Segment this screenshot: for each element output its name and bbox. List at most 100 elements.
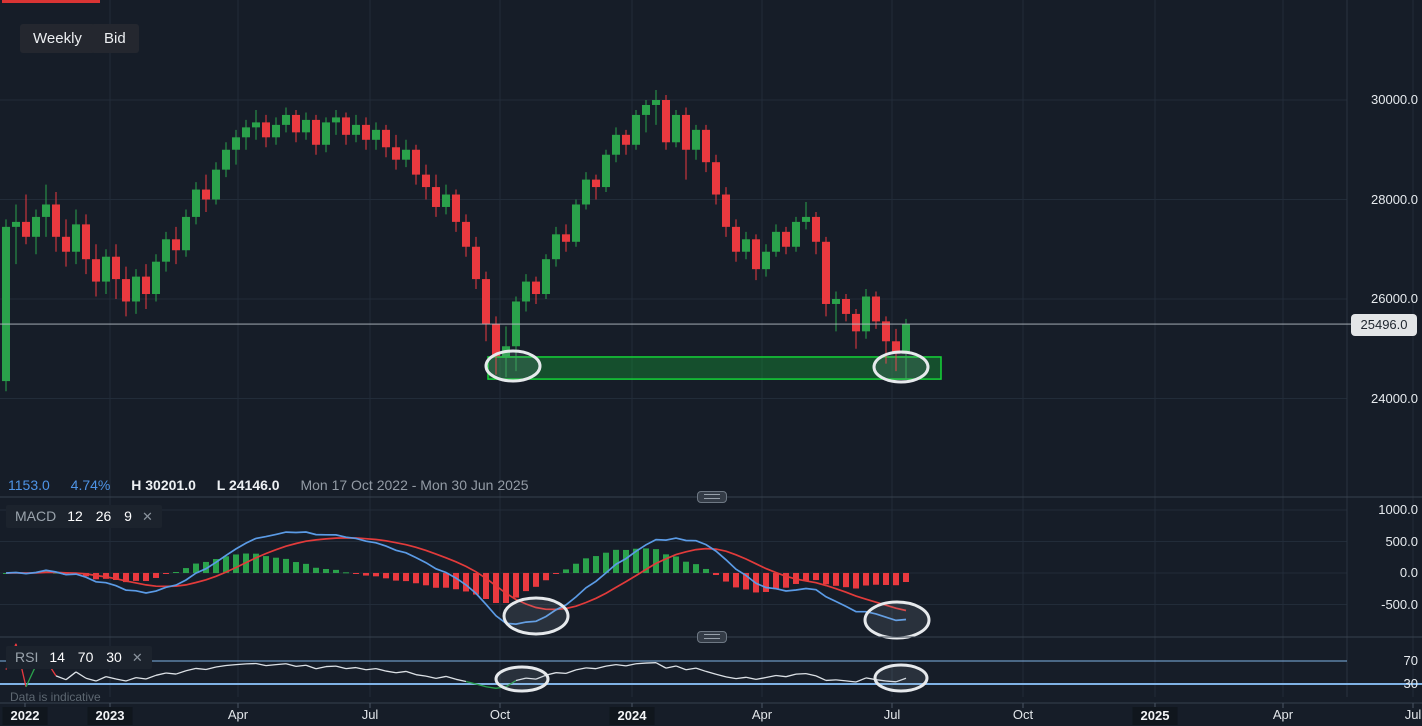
macd-signal-line [5, 537, 907, 612]
rsi-line-segment [685, 667, 697, 671]
macd-histogram-bar [473, 573, 479, 595]
candle-body [852, 313, 860, 332]
time-axis-label: Apr [1272, 707, 1294, 722]
rsi-line-segment [195, 667, 207, 671]
macd-histogram-bar [253, 553, 259, 573]
macd-close-icon[interactable]: ✕ [141, 509, 153, 524]
price-type-button[interactable]: Bid [91, 24, 139, 53]
rsi-line-segment [805, 673, 817, 677]
macd-histogram-bar [673, 556, 679, 573]
rsi-line-segment [515, 677, 527, 682]
rsi-line-segment [615, 664, 627, 667]
macd-histogram-bar [863, 573, 869, 586]
ellipse-annotation-price[interactable] [484, 349, 542, 383]
ellipse-annotation-price[interactable] [872, 350, 930, 384]
rsi-close-icon[interactable]: ✕ [131, 650, 143, 665]
support-zone-rectangle[interactable] [487, 356, 942, 380]
change-value: 1153.0 [8, 477, 50, 493]
rsi-axis-label: 70 [1403, 653, 1418, 668]
macd-histogram-bar [523, 573, 529, 592]
macd-histogram-bar [773, 573, 779, 590]
candle-body [712, 162, 720, 195]
rsi-line-segment [585, 667, 597, 670]
ellipse-annotation-rsi[interactable] [873, 663, 929, 693]
rsi-line-segment [435, 675, 447, 679]
macd-histogram-bar [173, 572, 179, 574]
candle-body [12, 221, 20, 227]
rsi-axis-label: 30 [1403, 676, 1418, 691]
time-axis-label: Oct [489, 707, 511, 722]
rsi-line-segment [625, 663, 637, 667]
candle-body [702, 129, 710, 163]
macd-histogram-bar [113, 573, 119, 580]
candle-body [282, 114, 290, 125]
candle-body [762, 251, 770, 270]
candle-body [442, 194, 450, 207]
macd-histogram-bar [213, 559, 219, 573]
period-high: H 30201.0 [131, 477, 196, 493]
rsi-line-segment [815, 675, 827, 682]
ellipse-annotation-macd[interactable] [863, 600, 931, 640]
rsi-line-segment [465, 680, 477, 685]
candle-body [102, 256, 110, 282]
candle-body [312, 119, 320, 145]
time-axis-label: Jul [1404, 707, 1422, 722]
rsi-line-segment [165, 672, 177, 675]
candle-body [332, 117, 340, 123]
rsi-line-segment [105, 675, 117, 680]
candle-body [862, 296, 870, 332]
macd-panel-resize-handle[interactable] [697, 491, 727, 503]
candle-body [62, 236, 70, 252]
macd-histogram-bar [443, 573, 449, 588]
macd-histogram-bar [893, 573, 899, 586]
time-axis-label: 2024 [609, 707, 655, 725]
rsi-line-segment [255, 662, 267, 667]
rsi-line-segment [855, 677, 867, 683]
rsi-line-segment [155, 672, 167, 676]
candle-body [42, 204, 50, 217]
rsi-panel-resize-handle[interactable] [697, 631, 727, 643]
candle-body [232, 137, 240, 150]
macd-histogram-bar [593, 556, 599, 573]
candle-body [342, 117, 350, 135]
ellipse-annotation-rsi[interactable] [494, 665, 550, 693]
rsi-line-segment [765, 674, 777, 679]
macd-histogram-bar [663, 554, 669, 573]
macd-histogram-bar [723, 573, 729, 582]
macd-histogram-bar [423, 573, 429, 586]
candle-body [302, 119, 310, 133]
candle-body [752, 239, 760, 270]
candle-body [532, 281, 540, 295]
rsi-line-segment [715, 673, 727, 678]
macd-histogram-bar [493, 573, 499, 603]
rsi-line-segment [205, 666, 217, 671]
macd-histogram-bar [343, 572, 349, 574]
macd-histogram-bar [143, 573, 149, 582]
candle-body [142, 276, 150, 295]
rsi-line-segment [175, 670, 187, 675]
rsi-line-segment [215, 664, 227, 668]
data-indicative-note: Data is indicative [10, 690, 101, 704]
macd-histogram-bar [293, 562, 299, 573]
rsi-line-segment [755, 676, 767, 681]
macd-label: MACD [15, 508, 57, 524]
rsi-line-segment [455, 678, 467, 683]
macd-histogram-bar [703, 568, 709, 573]
rsi-line-segment [565, 669, 577, 675]
timeframe-button[interactable]: Weekly [20, 24, 95, 53]
candle-body [292, 114, 300, 133]
rsi-line-segment [345, 666, 357, 670]
macd-histogram-bar [823, 573, 829, 585]
macd-params: 12 26 9 [67, 508, 132, 524]
candle-body [792, 221, 800, 247]
macd-histogram-bar [313, 567, 319, 573]
candle-body [242, 127, 250, 138]
candle-body [822, 241, 830, 304]
macd-histogram-bar [303, 563, 309, 573]
time-axis-label: Apr [751, 707, 773, 722]
ellipse-annotation-macd[interactable] [502, 596, 570, 636]
macd-histogram-bar [223, 556, 229, 573]
candle-body [492, 323, 500, 357]
price-axis-label: 26000.0 [1371, 291, 1418, 306]
